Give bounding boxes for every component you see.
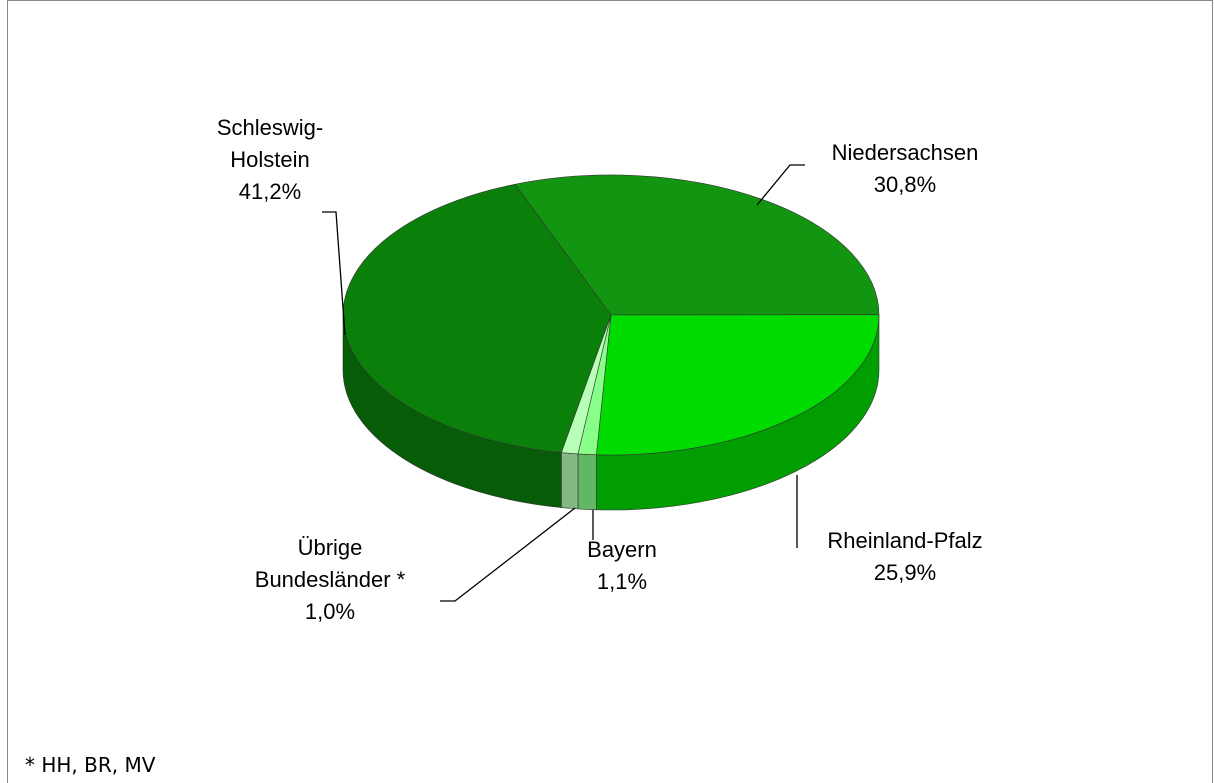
category-label: Übrige Bundesländer * — [255, 535, 406, 592]
value-label: 25,9% — [874, 560, 936, 585]
pie-side — [577, 453, 597, 511]
pie-slice — [596, 314, 880, 456]
leader-line — [322, 211, 346, 336]
pie-sides — [342, 314, 880, 511]
pie-slice — [514, 174, 880, 316]
labels: Niedersachsen 30,8% Rheinland-Pfalz 25,9% Ba… — [217, 115, 983, 624]
value-label: 30,8% — [874, 172, 936, 197]
value-label: 41,2% — [239, 179, 301, 204]
pie-tops — [342, 174, 880, 456]
pie-side — [561, 452, 579, 510]
value-label: 1,1% — [597, 569, 647, 594]
footnote: * HH, BR, MV — [25, 753, 156, 777]
category-label: Bayern — [587, 537, 657, 562]
leader-line — [756, 164, 805, 206]
category-label: Niedersachsen — [832, 140, 979, 165]
leader-line — [440, 507, 576, 602]
category-label: Rheinland-Pfalz — [827, 528, 982, 553]
category-label: Schleswig-Holstein — [217, 115, 323, 172]
value-label: 1,0% — [305, 599, 355, 624]
